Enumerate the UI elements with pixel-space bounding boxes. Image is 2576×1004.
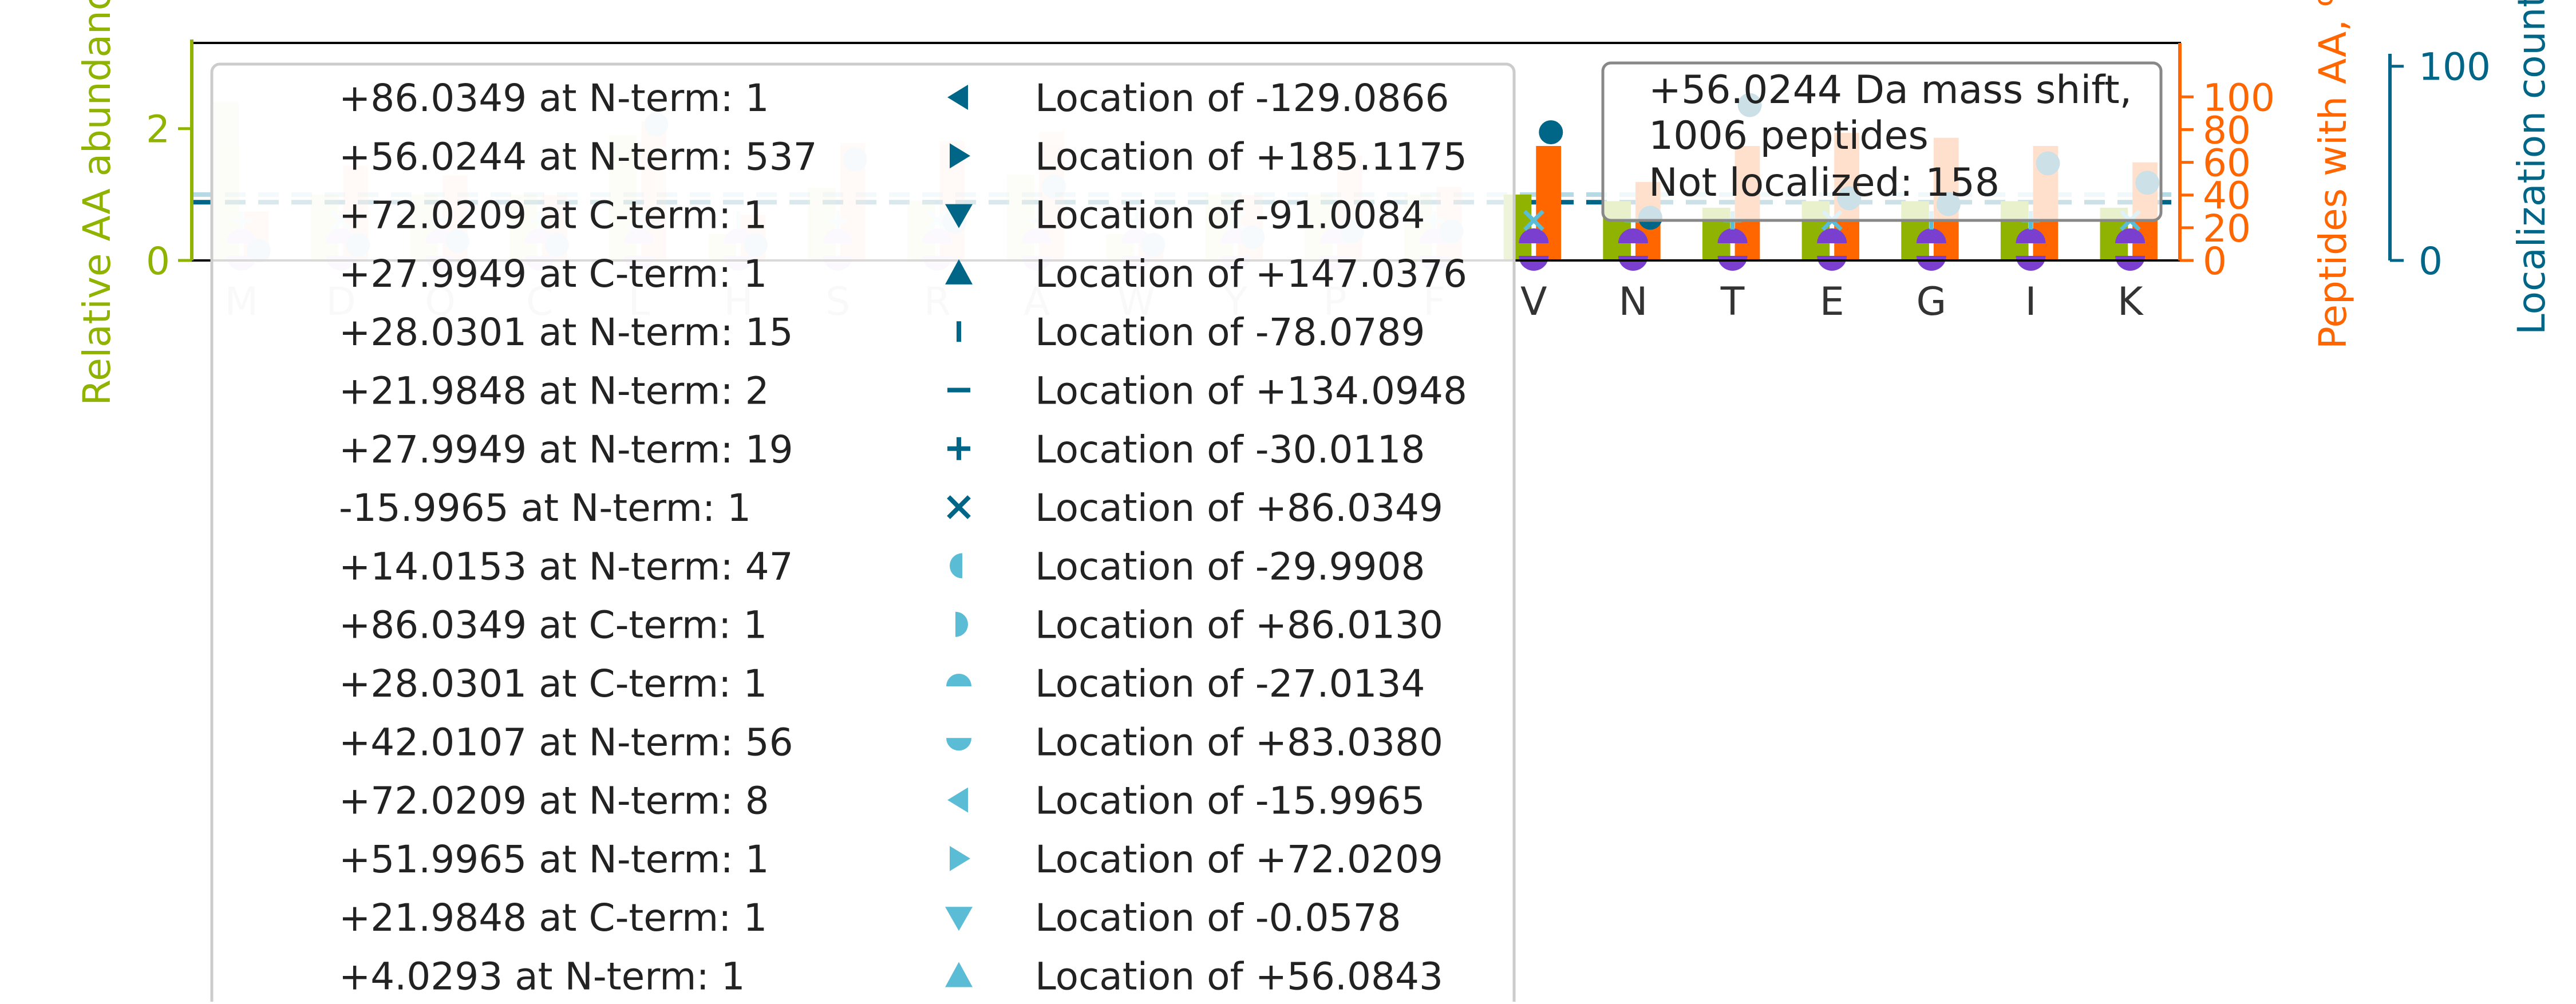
legend-right-item-15: Location of -0.0578 <box>1035 896 1401 940</box>
legend-left-item-8: -15.9965 at N-term: 1 <box>339 486 751 530</box>
legend-left-item-3: +72.0209 at C-term: 1 <box>339 193 767 238</box>
annotation-box: +56.0244 Da mass shift, 1006 peptides No… <box>1601 61 2163 222</box>
legend-marker-half-right <box>955 611 969 637</box>
x-tick-label-n: N <box>1618 279 1647 325</box>
annotation-line-1: +56.0244 Da mass shift, <box>1649 68 2132 113</box>
left-tick-label-0: 0 <box>146 239 170 283</box>
legend-left-item-4: +27.9949 at C-term: 1 <box>339 252 767 296</box>
x-tick-label-i: I <box>2025 279 2036 325</box>
right-axis-label: Peptides with AA, % <box>2311 0 2355 349</box>
legend-left-item-16: +4.0293 at N-term: 1 <box>339 955 745 999</box>
left-tick-label-2: 2 <box>146 108 170 152</box>
legend: +86.0349 at N-term: 1 +56.0244 at N-term:… <box>210 62 1516 1004</box>
legend-marker-half-top <box>946 674 971 686</box>
legend-marker-tri-left-light <box>947 787 968 813</box>
legend-right-item-4: Location of +147.0376 <box>1035 252 1467 296</box>
x-tick-label-k: K <box>2117 279 2144 325</box>
alt-marker-b-v <box>1523 210 1544 231</box>
nterm-marker-t <box>1717 228 1748 243</box>
legend-marker-x-b <box>947 495 971 519</box>
legend-marker-triangle-right <box>950 143 970 169</box>
legend-right-item-1: Location of -129.0866 <box>1035 76 1449 120</box>
nterm-marker-i <box>2016 228 2046 243</box>
nterm-marker-v <box>1519 228 1549 243</box>
left-axis-label: Relative AA abundance <box>75 0 119 406</box>
legend-left-item-9: +14.0153 at N-term: 47 <box>339 544 793 588</box>
annotation-line-2: 1006 peptides <box>1649 113 1929 159</box>
right-tick-label-40: 40 <box>2203 174 2251 218</box>
legend-right-item-11: Location of -27.0134 <box>1035 662 1425 706</box>
legend-left-item-12: +42.0107 at N-term: 56 <box>339 720 793 764</box>
legend-marker-triangle-up <box>945 259 973 284</box>
nterm-marker-e <box>1817 228 1847 243</box>
legend-marker-triangle-down <box>945 204 973 228</box>
legend-left-item-5: +28.0301 at N-term: 15 <box>339 310 793 354</box>
nterm-marker-n <box>1618 228 1648 243</box>
x-tick-label-e: E <box>1820 279 1844 325</box>
legend-right-item-10: Location of +86.0130 <box>1035 603 1443 647</box>
legend-left-item-1: +86.0349 at N-term: 1 <box>339 76 769 120</box>
legend-right-item-6: Location of +134.0948 <box>1035 369 1467 413</box>
legend-frame <box>210 62 1516 1004</box>
right-tick-label-0: 0 <box>2203 239 2227 283</box>
legend-right-item-12: Location of +83.0380 <box>1035 720 1443 764</box>
nterm-marker-k <box>2115 228 2146 243</box>
x-tick-label-g: G <box>1917 279 1947 325</box>
right-tick-label-60: 60 <box>2203 141 2251 185</box>
right-tick-label-100: 100 <box>2203 76 2275 120</box>
legend-left-item-13: +72.0209 at N-term: 8 <box>339 779 769 823</box>
legend-right-item-9: Location of -29.9908 <box>1035 544 1425 588</box>
legend-right-item-8: Location of +86.0349 <box>1035 486 1443 530</box>
legend-marker-tri-right-light <box>950 845 970 871</box>
legend-right-item-3: Location of -91.0084 <box>1035 193 1425 238</box>
legend-marker-tri-down-light <box>945 907 973 931</box>
legend-left-item-6: +21.9848 at N-term: 2 <box>339 369 769 413</box>
localization-dot-v <box>1539 120 1563 145</box>
x-tick-label-v: V <box>1520 279 1547 325</box>
legend-right-item-14: Location of +72.0209 <box>1035 837 1443 882</box>
legend-left-item-14: +51.9965 at N-term: 1 <box>339 837 769 882</box>
right-tick-label-20: 20 <box>2203 207 2251 251</box>
legend-left-item-11: +28.0301 at C-term: 1 <box>339 662 767 706</box>
legend-marker-half-left <box>950 553 962 579</box>
x-tick-label-t: T <box>1720 279 1745 325</box>
legend-right-item-5: Location of -78.0789 <box>1035 310 1425 354</box>
far-tick-label-100: 100 <box>2419 45 2491 89</box>
legend-left-item-7: +27.9949 at N-term: 19 <box>339 428 793 472</box>
legend-left-item-10: +86.0349 at C-term: 1 <box>339 603 767 647</box>
far-axis-label: Localization count <box>2510 0 2554 335</box>
legend-marker-tri-up-light <box>945 962 973 987</box>
legend-marker-triangle-left <box>947 85 968 110</box>
legend-right-item-2: Location of +185.1175 <box>1035 135 1467 179</box>
right-tick-label-80: 80 <box>2203 108 2251 152</box>
legend-right-item-7: Location of -30.0118 <box>1035 428 1425 472</box>
far-tick-label-0: 0 <box>2419 239 2443 283</box>
legend-left-item-2: +56.0244 at N-term: 537 <box>339 135 817 179</box>
legend-left-item-15: +21.9848 at C-term: 1 <box>339 896 767 940</box>
legend-right-item-16: Location of +56.0843 <box>1035 955 1443 999</box>
legend-marker-half-bottom <box>946 738 971 751</box>
nterm-marker-g <box>1916 228 1946 243</box>
legend-right-item-13: Location of -15.9965 <box>1035 779 1425 823</box>
annotation-line-3: Not localized: 158 <box>1649 160 2000 205</box>
